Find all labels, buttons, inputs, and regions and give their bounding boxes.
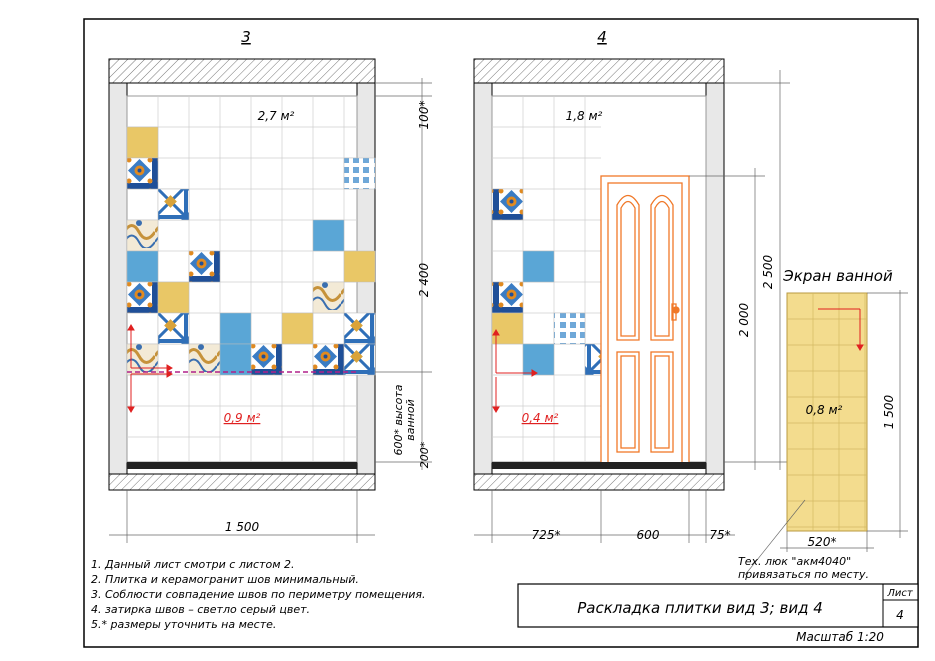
decor-tile	[157, 281, 190, 314]
page-frame	[83, 18, 919, 648]
view-4-right-wall	[705, 82, 725, 475]
view-3-left-wall	[108, 82, 128, 475]
note-5: 5.* размеры уточнить на месте.	[91, 618, 276, 631]
view-4-dim-725: 725*	[532, 528, 561, 542]
decor-tile	[491, 188, 524, 221]
bath-screen-layout-arrows	[818, 308, 864, 351]
decor-tile	[522, 250, 555, 283]
title-block-scale: Масштаб 1:20	[796, 630, 884, 644]
view-3-floor-slab	[108, 473, 376, 491]
view-3-dim-600-bath-height: 600* высотаванной	[392, 384, 417, 455]
bath-screen-area: 0,8 м²	[806, 403, 843, 417]
view-4-dim-2500: 2 500	[761, 254, 775, 289]
view-3-layout-arrows	[127, 324, 173, 413]
bath-screen-dim-520: 520*	[808, 535, 837, 549]
view-3: 3 2,7 м² 0,9 м²	[108, 28, 432, 543]
decor-tile	[281, 312, 314, 345]
decor-tile	[312, 281, 345, 314]
title-block-sheet-number: 4	[896, 608, 904, 622]
view-4-ceiling-slab	[473, 58, 725, 84]
bath-screen-dimension-lines	[744, 290, 908, 576]
note-2: 2. Плитка и керамогранит шов минимальный…	[91, 573, 359, 586]
title-block-title: Раскладка плитки вид 3; вид 4	[577, 599, 823, 617]
bath-screen-panel	[786, 292, 868, 532]
view-4-floor-slab	[473, 473, 725, 491]
decor-tile	[343, 157, 376, 190]
decor-tile	[219, 312, 252, 345]
note-4: 4. затирка швов – светло серый цвет.	[91, 603, 310, 616]
decor-tile	[491, 312, 524, 345]
view-3-dim-200: 200*	[418, 441, 431, 468]
decor-tile	[126, 281, 159, 314]
view-3-tile-area	[126, 95, 358, 463]
view-3-dim-1500: 1 500	[225, 520, 260, 534]
view-4-area-upper: 1,8 м²	[566, 109, 603, 123]
bath-screen: Экран ванной 0,8 м² 1 500 520* Тех. люк …	[738, 267, 908, 581]
note-1: 1. Данный лист смотри с листом 2.	[91, 558, 294, 571]
bath-screen-title: Экран ванной	[782, 267, 893, 285]
bath-screen-dim-1500: 1 500	[882, 394, 896, 429]
hatch-note-line-1: Тех. люк "акм4040"	[738, 555, 851, 568]
bath-screen-tile-grid	[787, 293, 867, 531]
decor-tile	[219, 343, 252, 376]
note-3: 3. Соблюсти совпадение швов по периметру…	[91, 588, 426, 601]
view-4-left-wall	[473, 82, 493, 475]
hatch-note-line-2: привязаться по месту.	[738, 568, 869, 581]
view-4-number: 4	[597, 28, 607, 46]
decor-tile	[126, 126, 159, 159]
view-3-dimension-lines	[109, 78, 432, 543]
view-3-area-lower: 0,9 м²	[224, 411, 261, 425]
view-3-area-upper: 2,7 м²	[258, 109, 295, 123]
decor-tile	[343, 343, 376, 376]
decor-tile	[126, 219, 159, 252]
notes: 1. Данный лист смотри с листом 2. 2. Пли…	[91, 558, 426, 631]
view-4-dim-75: 75*	[709, 528, 730, 542]
decor-tile	[522, 343, 555, 376]
view-3-dim-2400: 2 400	[417, 262, 431, 297]
view-3-dim-100: 100*	[417, 101, 431, 130]
view-4-layout-arrows	[492, 329, 538, 413]
decor-tile	[126, 157, 159, 190]
decor-tile	[343, 312, 376, 345]
view-3-number: 3	[241, 28, 251, 46]
decor-tile	[188, 250, 221, 283]
title-block-sheet-label: Лист	[886, 588, 914, 599]
decor-tile	[126, 343, 159, 376]
view-4-floor-strip	[492, 462, 706, 469]
view-4-area-lower: 0,4 м²	[522, 411, 559, 425]
door	[600, 175, 690, 467]
view-4-decor-tiles	[491, 188, 617, 376]
view-4: 4 1,8 м² 0,4 м²	[473, 28, 790, 543]
view-3-ceiling-slab	[108, 58, 376, 84]
title-block: Раскладка плитки вид 3; вид 4 Лист 4 Мас…	[517, 583, 919, 644]
decor-tile	[188, 343, 221, 376]
view-3-decor-tiles	[126, 126, 376, 376]
view-4-dimension-lines	[474, 70, 790, 543]
decor-tile	[343, 250, 376, 283]
view-3-floor-strip	[127, 462, 357, 469]
decor-tile	[126, 250, 159, 283]
view-4-dim-2000: 2 000	[737, 302, 751, 337]
decor-tile	[312, 219, 345, 252]
decor-tile	[553, 312, 586, 345]
decor-tile	[491, 281, 524, 314]
decor-tile	[157, 312, 190, 345]
decor-tile	[250, 343, 283, 376]
decor-tile	[157, 188, 190, 221]
view-4-dim-600: 600	[637, 528, 660, 542]
decor-tile	[312, 343, 345, 376]
